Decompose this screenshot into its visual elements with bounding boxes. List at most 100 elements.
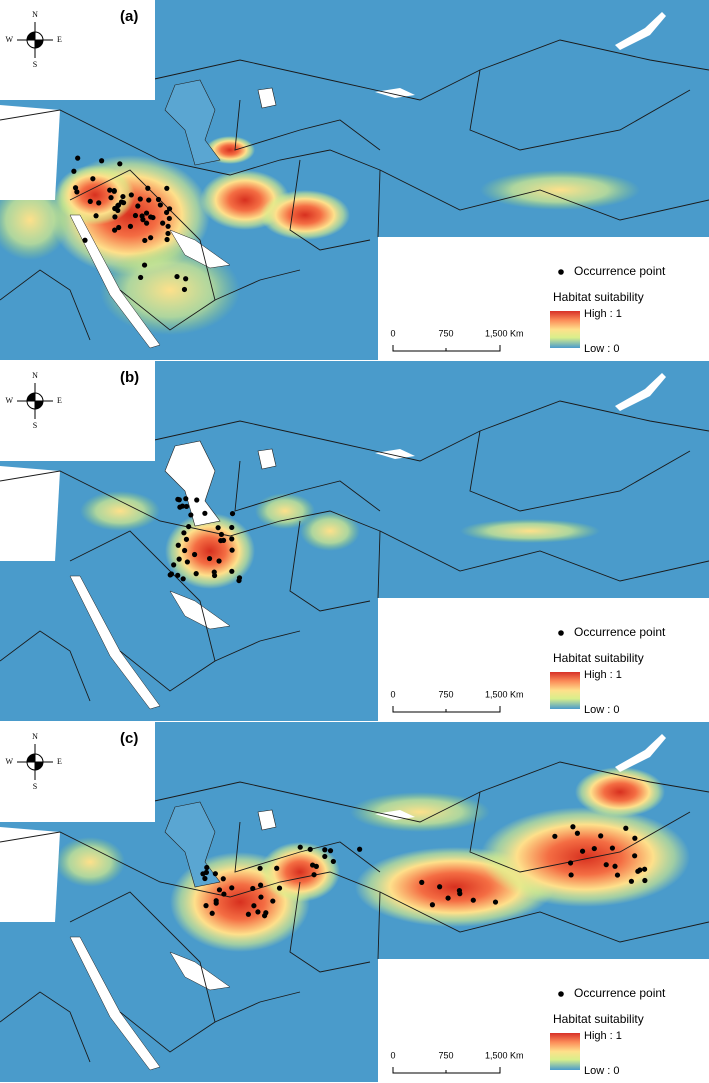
persian-gulf xyxy=(169,229,231,269)
occurrence-point xyxy=(175,542,181,548)
country-border xyxy=(0,109,381,238)
compass-arrows xyxy=(17,744,53,780)
occurrence-point xyxy=(429,902,436,908)
occurrence-point xyxy=(218,531,225,538)
country-border xyxy=(379,891,709,943)
red-sea xyxy=(69,575,161,710)
occurrence-point xyxy=(82,237,88,243)
lake-aral xyxy=(257,87,277,109)
compass-letter: W xyxy=(5,396,13,405)
occurrence-point xyxy=(445,895,451,901)
country-border xyxy=(0,470,381,599)
country-border xyxy=(149,400,709,462)
occurrence-point xyxy=(168,571,175,577)
mediterranean xyxy=(0,466,60,561)
occurrence-point xyxy=(245,911,252,917)
lake-aral xyxy=(257,809,277,831)
lake-aral xyxy=(257,448,277,470)
panel-label: (b) xyxy=(120,369,139,386)
suitability-area xyxy=(460,519,600,543)
compass-arrows xyxy=(17,22,53,58)
scale-mid: 750 xyxy=(438,689,453,699)
legend-ramp xyxy=(550,672,580,709)
scale-bar xyxy=(392,345,501,352)
occurrence-point xyxy=(251,903,257,909)
occurrence-point xyxy=(209,910,215,916)
map-panel: N S W E (a) Occurrence point Habitat suitabili… xyxy=(0,0,709,361)
occurrence-point xyxy=(218,537,224,544)
legend-high: High : 1 xyxy=(584,669,622,681)
occurrence-point xyxy=(137,196,143,202)
legend-low: Low : 0 xyxy=(584,1065,619,1077)
occurrence-point xyxy=(87,198,93,205)
occurrence-point xyxy=(183,536,190,542)
occurrence-point xyxy=(327,848,334,854)
suitability-area xyxy=(80,491,160,531)
occurrence-point xyxy=(258,894,264,900)
compass-letter: E xyxy=(57,757,62,766)
occurrence-point xyxy=(628,878,635,884)
country-border xyxy=(69,169,216,331)
occurrence-point xyxy=(215,525,221,531)
occurrence-point xyxy=(211,569,217,575)
country-border xyxy=(289,520,371,612)
occurrence-point xyxy=(112,214,118,220)
suitability-area xyxy=(350,792,490,832)
occurrence-point xyxy=(307,846,313,852)
occurrence-point xyxy=(111,188,117,194)
compass-letter: N xyxy=(32,732,38,741)
occurrence-point xyxy=(165,230,171,237)
occurrence-point xyxy=(150,214,156,221)
occurrence-point xyxy=(357,846,363,852)
lake-balkhash xyxy=(375,449,415,459)
inset-white xyxy=(0,361,155,461)
occurrence-point xyxy=(108,195,114,201)
occurrence-point xyxy=(262,913,268,919)
country-border xyxy=(0,991,91,1063)
occurrence-point xyxy=(552,833,558,839)
caspian-sea xyxy=(164,440,221,527)
occurrence-point xyxy=(116,224,122,231)
map-panel: N S W E (b) Occurrence point Habitat suitabili… xyxy=(0,361,709,722)
occurrence-point xyxy=(71,168,77,174)
occurrence-point xyxy=(470,897,476,903)
lake-baikal xyxy=(615,373,666,411)
occurrence-point xyxy=(632,853,638,859)
occurrence-point xyxy=(229,524,235,531)
occurrence-point xyxy=(112,205,118,212)
compass-quadrants xyxy=(27,393,43,409)
occurrence-point xyxy=(570,824,576,830)
occurrence-point xyxy=(632,835,638,841)
occurrence-point xyxy=(257,882,264,888)
occurrence-point xyxy=(257,865,263,871)
occurrence-point xyxy=(176,556,182,562)
occurrence-point xyxy=(90,176,96,182)
occurrence-point xyxy=(322,847,328,853)
compass-letter: S xyxy=(33,421,37,430)
occurrence-point xyxy=(206,555,213,562)
compass-letter: N xyxy=(32,371,38,380)
occurrence-point xyxy=(143,210,150,216)
country-border xyxy=(149,39,709,101)
occurrence-point xyxy=(164,236,170,243)
occurrence-point xyxy=(567,860,574,866)
occurrence-point xyxy=(642,866,648,872)
occurrence-point xyxy=(591,845,597,852)
occurrence-point xyxy=(274,865,280,871)
occurrence-point xyxy=(276,885,283,891)
country-border xyxy=(69,530,216,692)
occurrence-point xyxy=(635,868,641,874)
occurrence-point xyxy=(145,185,151,191)
occurrence-point xyxy=(155,196,162,203)
occurrence-point xyxy=(180,576,186,582)
legend-occurrence: Occurrence point xyxy=(574,625,666,639)
occurrence-point xyxy=(127,223,134,229)
occurrence-point xyxy=(184,559,190,565)
legend-dot xyxy=(558,630,564,636)
legend-dot xyxy=(558,991,564,997)
occurrence-point xyxy=(107,187,113,193)
occurrence-point xyxy=(181,286,188,293)
occurrence-point xyxy=(212,871,218,877)
occurrence-point xyxy=(183,276,189,282)
compass-letter: E xyxy=(57,35,62,44)
